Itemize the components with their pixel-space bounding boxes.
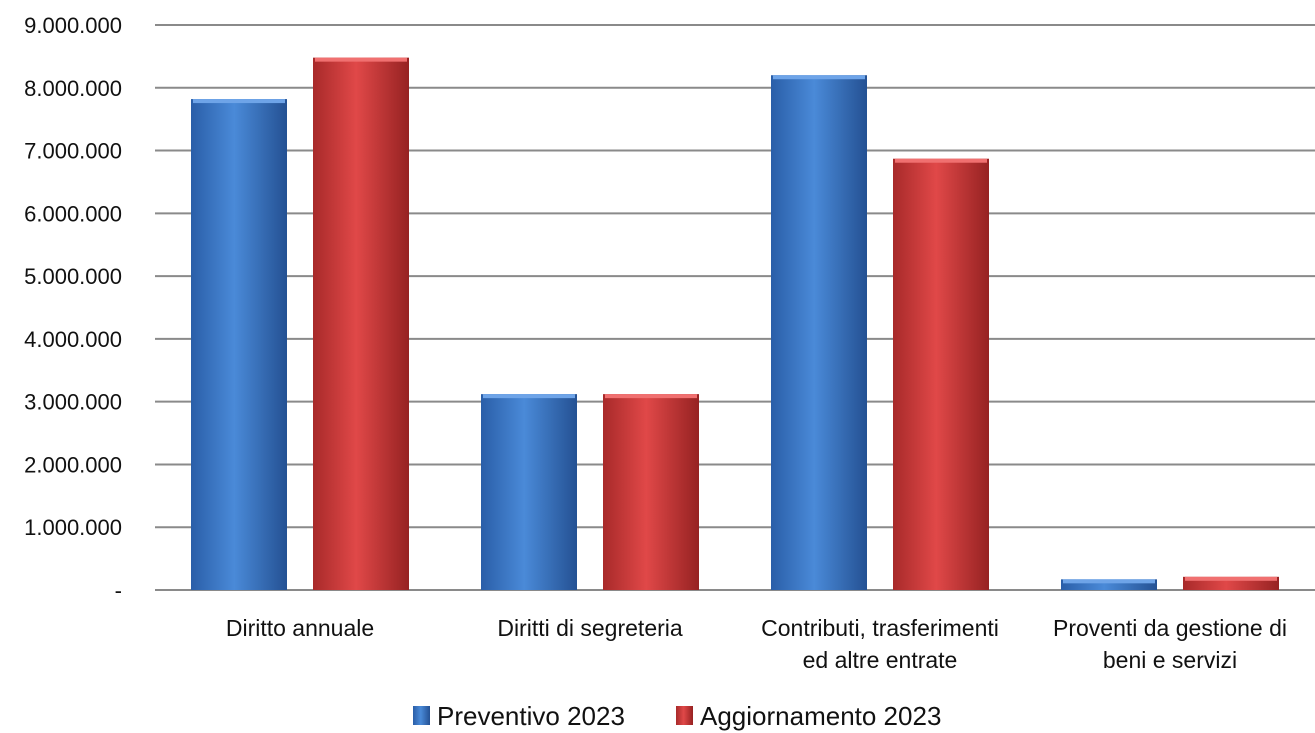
- bar-top-highlight: [605, 394, 697, 399]
- x-category-label: beni e servizi: [1103, 647, 1237, 673]
- bar-top-highlight: [773, 75, 865, 80]
- bar-top-highlight: [1185, 576, 1277, 581]
- y-tick-label: 4.000.000: [24, 327, 122, 352]
- bar-top-highlight: [483, 394, 575, 399]
- bar-preventivo: [1061, 579, 1157, 590]
- bar-preventivo: [481, 394, 577, 590]
- bar-top-highlight: [315, 57, 407, 62]
- y-tick-label: 5.000.000: [24, 264, 122, 289]
- y-tick-label: 6.000.000: [24, 201, 122, 226]
- x-category-label: Diritto annuale: [226, 615, 374, 641]
- y-tick-label: 2.000.000: [24, 452, 122, 477]
- bars: [191, 57, 1279, 591]
- legend-label: Preventivo 2023: [437, 701, 625, 731]
- legend-label: Aggiornamento 2023: [700, 701, 941, 731]
- y-tick-label: 9.000.000: [24, 13, 122, 38]
- x-category-label: Contributi, trasferimenti: [761, 615, 999, 641]
- y-axis-tick-labels: - 1.000.000 2.000.000 3.000.000 4.000.000 5.0…: [24, 13, 122, 603]
- y-tick-label: -: [115, 578, 122, 603]
- bar-top-highlight: [1063, 579, 1155, 584]
- bar-top-highlight: [895, 158, 987, 163]
- x-axis-category-labels: Diritto annuale Diritti di segreteria Cont…: [226, 615, 1287, 673]
- bar-preventivo: [191, 99, 287, 591]
- bar-aggiornamento: [313, 57, 409, 590]
- y-tick-label: 3.000.000: [24, 390, 122, 415]
- legend-swatch-aggiornamento: [676, 706, 693, 725]
- bar-top-highlight: [193, 99, 285, 104]
- y-tick-label: 1.000.000: [24, 515, 122, 540]
- bar-aggiornamento: [603, 394, 699, 590]
- bar-aggiornamento: [893, 158, 989, 590]
- x-category-label: Proventi da gestione di: [1053, 615, 1287, 641]
- legend: Preventivo 2023 Aggiornamento 2023: [413, 701, 941, 731]
- y-tick-label: 8.000.000: [24, 76, 122, 101]
- x-category-label: Diritti di segreteria: [497, 615, 683, 641]
- legend-swatch-preventivo: [413, 706, 430, 725]
- bar-preventivo: [771, 75, 867, 590]
- x-category-label: ed altre entrate: [803, 647, 958, 673]
- y-tick-label: 7.000.000: [24, 139, 122, 164]
